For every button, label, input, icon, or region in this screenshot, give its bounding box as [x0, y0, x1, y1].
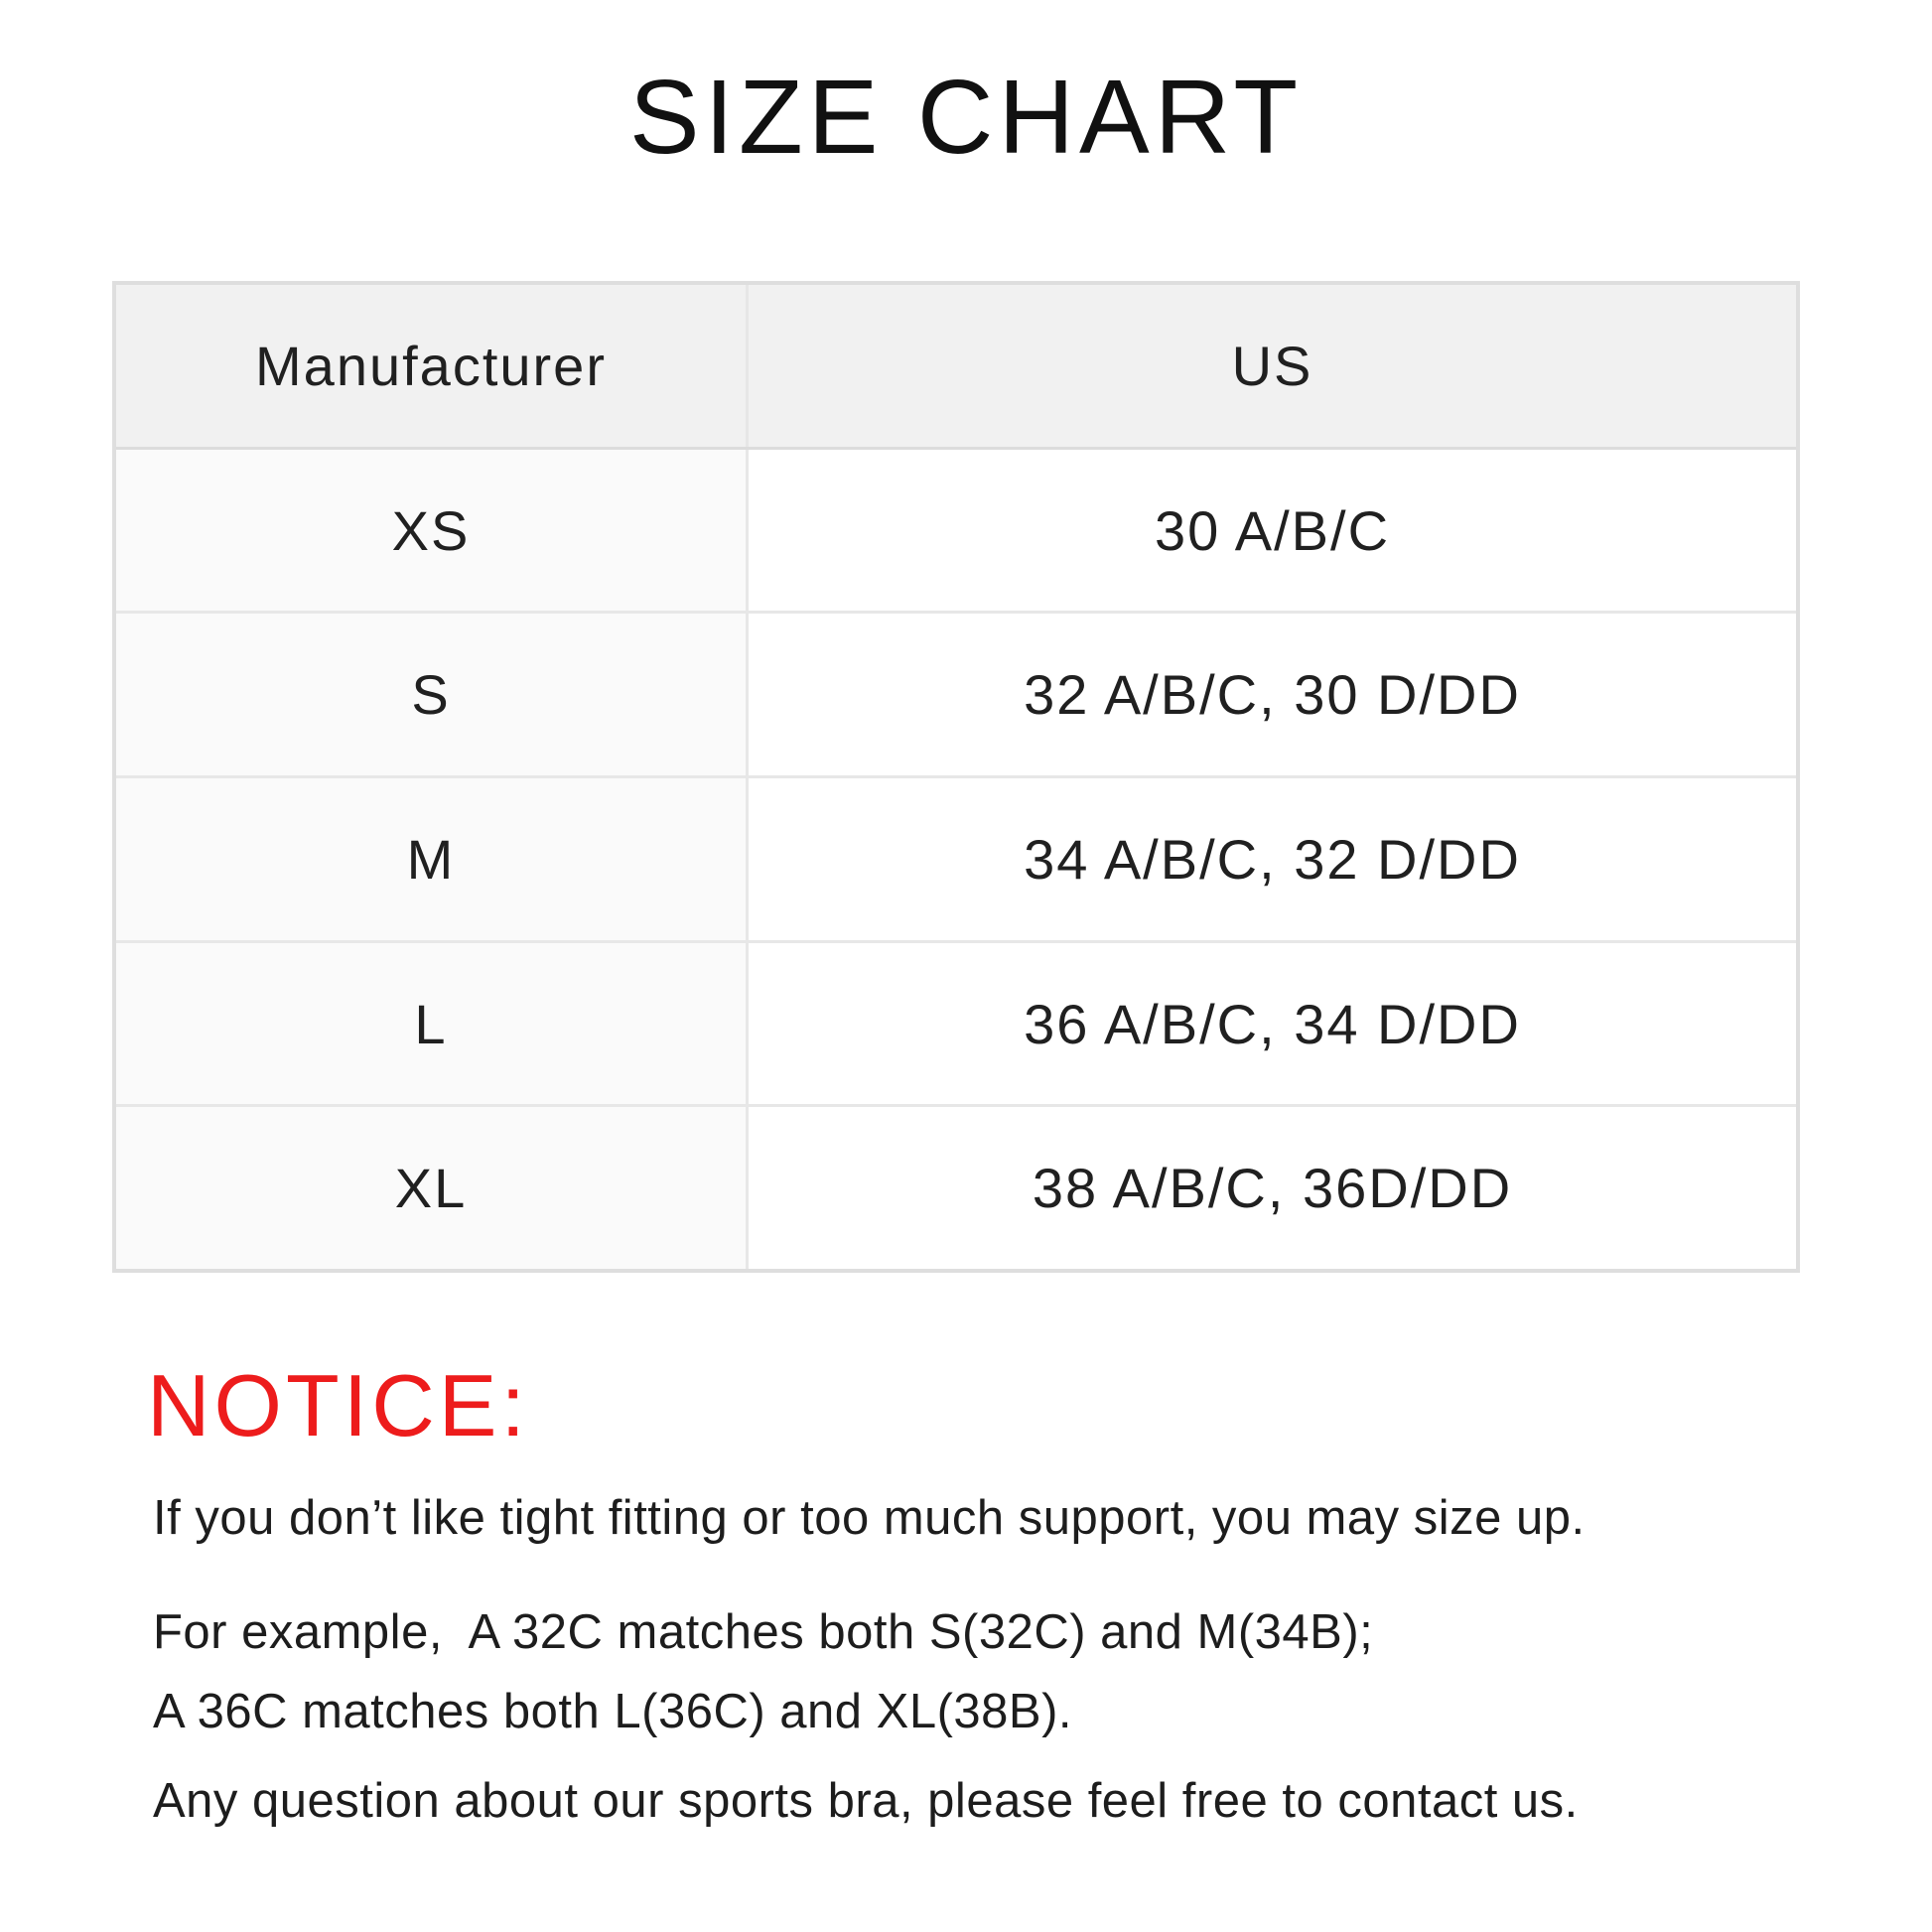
cell-s-us: 32 A/B/C, 30 D/DD: [749, 614, 1796, 776]
table-row-xl: XL 38 A/B/C, 36D/DD: [116, 1107, 1796, 1270]
size-table: Manufacturer US XS 30 A/B/C S 32 A/B/C, …: [112, 281, 1800, 1273]
cell-xs-us: 30 A/B/C: [749, 449, 1796, 612]
notice-text-example-1: For example, A 32C matches both S(32C) a…: [153, 1605, 1374, 1659]
cell-xl-us: 38 A/B/C, 36D/DD: [749, 1107, 1796, 1270]
cell-xl-manufacturer: XL: [116, 1107, 749, 1270]
table-row-m: M 34 A/B/C, 32 D/DD: [116, 778, 1796, 943]
cell-xs-manufacturer: XS: [116, 449, 749, 612]
cell-l-manufacturer: L: [116, 942, 749, 1105]
notice-text-size-up: If you don’t like tight fitting or too m…: [153, 1491, 1586, 1545]
notice-text-contact: Any question about our sports bra, pleas…: [153, 1774, 1579, 1828]
table-row-s: S 32 A/B/C, 30 D/DD: [116, 614, 1796, 779]
cell-m-us: 34 A/B/C, 32 D/DD: [749, 778, 1796, 940]
notice-heading: NOTICE:: [147, 1356, 529, 1454]
table-row-l: L 36 A/B/C, 34 D/DD: [116, 942, 1796, 1108]
column-header-manufacturer: Manufacturer: [116, 285, 749, 447]
page-title: SIZE CHART: [628, 59, 1304, 176]
table-row-xs: XS 30 A/B/C: [116, 449, 1796, 615]
column-header-us: US: [749, 285, 1796, 447]
cell-l-us: 36 A/B/C, 34 D/DD: [749, 942, 1796, 1105]
cell-s-manufacturer: S: [116, 614, 749, 776]
table-header-row: Manufacturer US: [116, 285, 1796, 450]
cell-m-manufacturer: M: [116, 778, 749, 940]
notice-text-example-2: A 36C matches both L(36C) and XL(38B).: [153, 1685, 1073, 1738]
